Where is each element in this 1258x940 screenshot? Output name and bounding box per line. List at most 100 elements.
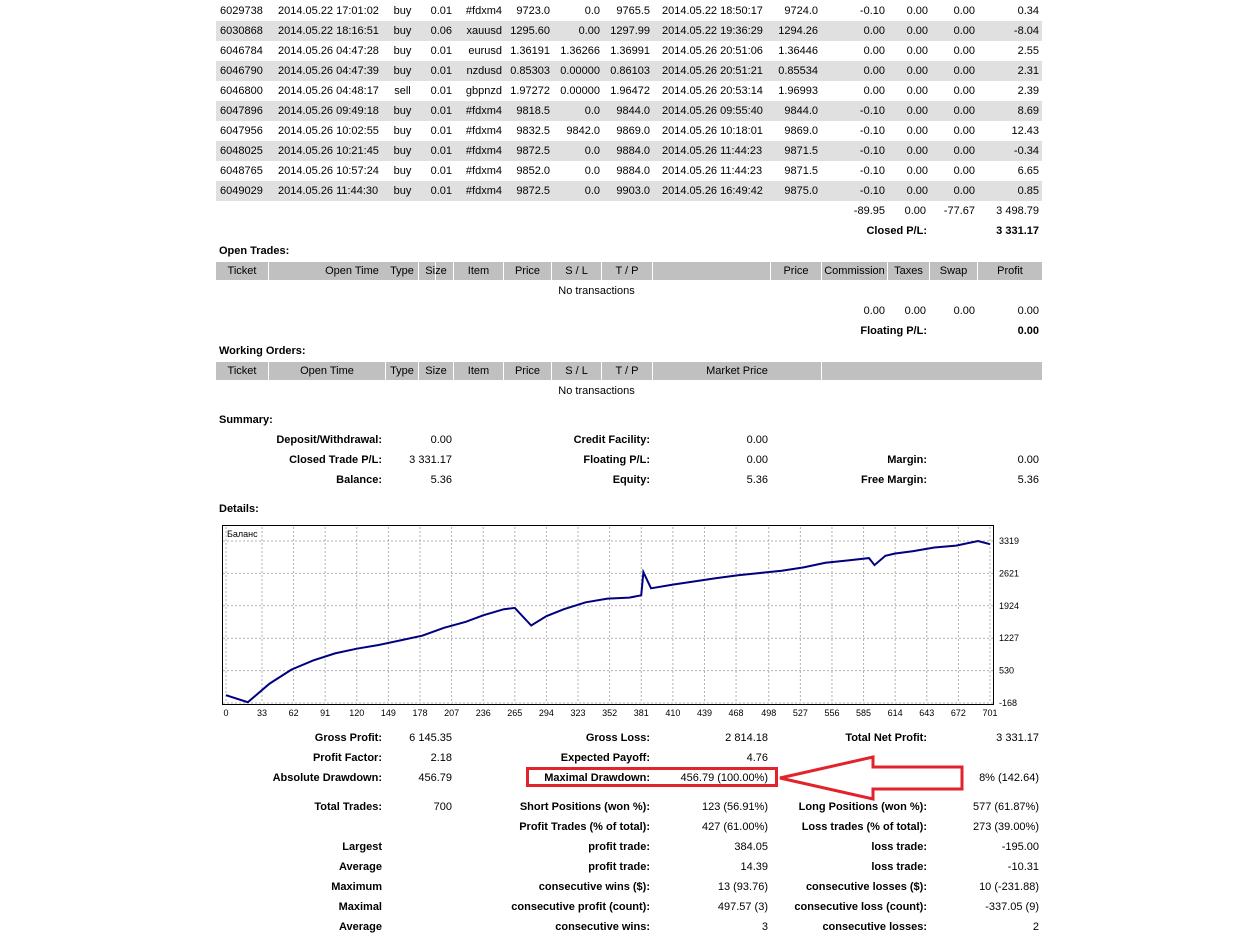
- chart-title: Баланс: [227, 529, 258, 539]
- cell-commission: 0.00: [863, 65, 885, 77]
- avg-consecutive-wins-label: consecutive wins:: [555, 921, 650, 933]
- cell-type: buy: [393, 5, 412, 17]
- col-sl: S / L: [552, 362, 602, 380]
- cell-type: buy: [393, 25, 412, 37]
- x-tick-label: 410: [665, 708, 680, 718]
- cell-item: xauusd: [466, 25, 502, 37]
- col-market-price: Market Price: [653, 362, 822, 380]
- closed-trade-pl-label: Closed Trade P/L:: [289, 454, 382, 466]
- cell-close-price: 9844.0: [784, 105, 818, 117]
- cell-type: buy: [393, 65, 412, 77]
- summary-floating-value: 0.00: [746, 454, 768, 466]
- cell-price: 9818.5: [516, 105, 550, 117]
- col-spacer: [653, 262, 771, 280]
- x-tick-label: 556: [824, 708, 839, 718]
- cell-item: #fdxm4: [465, 125, 502, 137]
- loss-trades-value: 273 (39.00%): [972, 821, 1039, 833]
- cell-price: 9852.0: [516, 165, 550, 177]
- col-tp: T / P: [602, 362, 653, 380]
- profit-trades-value: 427 (61.00%): [701, 821, 768, 833]
- cell-price: 9723.0: [516, 5, 550, 17]
- col-tp: T / P: [602, 262, 653, 280]
- cell-taxes: 0.00: [906, 5, 928, 17]
- cell-commission: -0.10: [859, 145, 885, 157]
- col-item: Item: [454, 262, 504, 280]
- cell-size: 0.01: [430, 145, 452, 157]
- cell-open-time: 2014.05.26 04:48:17: [278, 85, 379, 97]
- table-row: 6047896 2014.05.26 09:49:18 buy 0.01 #fdxm4 9…: [216, 101, 1042, 121]
- average-label: Average: [338, 861, 382, 873]
- average-profit-value: 14.39: [740, 861, 768, 873]
- summary-floating-label: Floating P/L:: [583, 454, 650, 466]
- cell-item: #fdxm4: [465, 5, 502, 17]
- x-tick-label: 352: [602, 708, 617, 718]
- cell-close-price: 9875.0: [784, 185, 818, 197]
- cell-close-time: 2014.05.26 10:18:01: [662, 125, 763, 137]
- col-taxes: Taxes: [888, 262, 930, 280]
- col-type: Type: [386, 262, 419, 280]
- cell-ticket: 6049029: [220, 185, 263, 197]
- balance-chart: Баланс: [222, 525, 994, 705]
- largest-label: Largest: [342, 841, 382, 853]
- cell-type: buy: [393, 105, 412, 117]
- gross-loss-value: 2 814.18: [725, 732, 768, 744]
- cell-size: 0.01: [430, 125, 452, 137]
- free-margin-value: 5.36: [1017, 474, 1039, 486]
- y-tick-label: 2621: [999, 568, 1019, 578]
- cell-type: buy: [393, 145, 412, 157]
- table-row: 6048025 2014.05.26 10:21:45 buy 0.01 #fdxm4 9…: [216, 141, 1042, 161]
- x-tick-label: 265: [507, 708, 522, 718]
- cell-size: 0.01: [430, 65, 452, 77]
- col-ticket: Ticket: [216, 262, 269, 280]
- cell-profit: -8.04: [1013, 25, 1039, 37]
- col-size: Size: [419, 362, 454, 380]
- cell-open-time: 2014.05.26 09:49:18: [278, 105, 379, 117]
- closed-pl-value: 3 331.17: [996, 225, 1039, 237]
- gross-profit-label: Gross Profit:: [314, 732, 382, 744]
- average-loss-value: -10.31: [1007, 861, 1039, 873]
- equity-value: 5.36: [746, 474, 768, 486]
- cell-type: buy: [393, 165, 412, 177]
- cell-ticket: 6029738: [220, 5, 263, 17]
- cell-close-price: 9869.0: [784, 125, 818, 137]
- col-item: Item: [454, 362, 504, 380]
- x-tick-label: 527: [793, 708, 808, 718]
- cell-close-price: 9871.5: [784, 165, 818, 177]
- cell-close-price: 0.85534: [778, 65, 818, 77]
- equity-label: Equity:: [612, 474, 650, 486]
- cell-commission: 0.00: [863, 45, 885, 57]
- cell-swap: 0.00: [953, 125, 975, 137]
- cell-swap: 0.00: [953, 65, 975, 77]
- summary-title: Summary:: [219, 414, 273, 426]
- profit-trades-label: Profit Trades (% of total):: [519, 821, 650, 833]
- y-tick-label: 1924: [999, 601, 1019, 611]
- col-price: Price: [504, 262, 552, 280]
- short-positions-label: Short Positions (won %):: [519, 801, 650, 813]
- table-row: 6046790 2014.05.26 04:47:39 buy 0.01 nzdusd 0…: [216, 61, 1042, 81]
- open-trades-header: Ticket Open Time Type Size Item Price S …: [216, 262, 1042, 280]
- x-tick-label: 614: [888, 708, 903, 718]
- cell-sl: 0.0: [584, 185, 600, 197]
- cell-taxes: 0.00: [906, 25, 928, 37]
- floating-pl-label: Floating P/L:: [860, 325, 927, 337]
- cell-tp: 9884.0: [616, 145, 650, 157]
- open-trades-empty: No transactions: [558, 285, 635, 297]
- x-tick-label: 236: [476, 708, 491, 718]
- x-tick-label: 381: [634, 708, 649, 718]
- cell-size: 0.01: [430, 45, 452, 57]
- short-positions-value: 123 (56.91%): [701, 801, 768, 813]
- col-size: Size: [419, 262, 454, 280]
- cell-sl: 0.00: [578, 25, 600, 37]
- cell-type: buy: [393, 45, 412, 57]
- maximal-label: Maximal: [338, 901, 382, 913]
- cell-size: 0.01: [430, 5, 452, 17]
- cell-sl: 9842.0: [566, 125, 600, 137]
- cell-swap: 0.00: [953, 5, 975, 17]
- cell-tp: 1.36991: [610, 45, 650, 57]
- deposit-label: Deposit/Withdrawal:: [276, 434, 382, 446]
- free-margin-label: Free Margin:: [860, 474, 927, 486]
- col-swap: Swap: [930, 262, 978, 280]
- cell-close-time: 2014.05.26 20:51:06: [662, 45, 763, 57]
- expected-payoff-value: 4.76: [746, 752, 768, 764]
- cell-ticket: 6047896: [220, 105, 263, 117]
